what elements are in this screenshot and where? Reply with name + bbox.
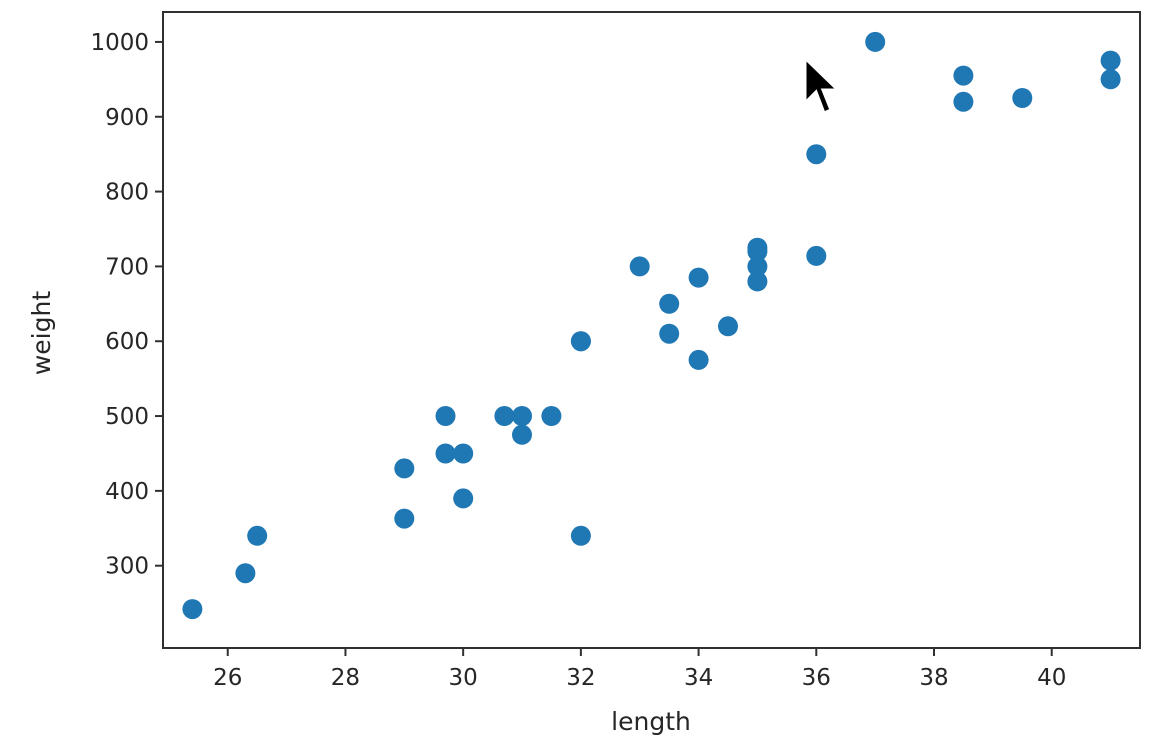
scatter-point-0-32 <box>1100 50 1121 71</box>
scatter-point-0-19 <box>688 349 709 370</box>
scatter-point-0-10 <box>512 424 532 445</box>
scatter-point-0-16 <box>629 256 650 277</box>
scatter-point-0-6 <box>435 406 456 426</box>
scatter-point-0-25 <box>747 241 768 262</box>
y-tick-label-2: 500 <box>105 404 149 430</box>
x-tick-label-0: 26 <box>213 665 242 691</box>
y-axis-label: weight <box>27 291 56 375</box>
data-points <box>182 31 1121 620</box>
y-tick-label-5: 800 <box>105 180 149 206</box>
x-tick-label-7: 40 <box>1037 665 1066 691</box>
scatter-point-0-26 <box>806 245 827 266</box>
scatter-point-0-31 <box>1012 88 1033 108</box>
x-axis-label: length <box>611 707 691 736</box>
scatter-point-0-29 <box>953 91 974 112</box>
y-tick-label-4: 700 <box>105 254 149 280</box>
scatter-point-0-3 <box>394 508 415 529</box>
scatter-point-0-33 <box>1100 69 1121 90</box>
scatter-point-0-5 <box>435 443 456 464</box>
scatter-point-0-9 <box>494 406 515 426</box>
scatter-point-0-27 <box>806 144 827 165</box>
y-axis-ticks: 300 400 500 600 700 800 900 1000 <box>90 30 163 580</box>
scatter-point-0-18 <box>659 293 680 314</box>
scatter-point-0-0 <box>182 599 203 620</box>
scatter-point-0-7 <box>453 488 474 509</box>
plot-area-frame <box>162 11 1141 649</box>
y-tick-label-1: 400 <box>105 479 149 505</box>
x-tick-label-1: 28 <box>331 665 360 691</box>
x-tick-label-3: 32 <box>566 665 595 691</box>
scatter-point-0-28 <box>865 31 886 52</box>
scatter-point-0-13 <box>570 525 591 546</box>
scatter-point-0-12 <box>541 406 562 426</box>
x-tick-label-2: 30 <box>449 665 478 691</box>
scatter-point-0-11 <box>512 406 532 426</box>
x-tick-label-6: 38 <box>919 665 948 691</box>
scatter-point-0-2 <box>247 525 268 546</box>
x-axis-ticks: 26 28 30 32 34 36 38 40 <box>213 648 1066 691</box>
scatter-point-0-20 <box>688 267 709 288</box>
y-tick-label-3: 600 <box>105 329 149 355</box>
y-tick-label-7: 1000 <box>90 30 149 56</box>
scatter-point-0-4 <box>394 458 415 479</box>
scatter-point-0-17 <box>659 323 680 344</box>
x-tick-label-4: 34 <box>684 665 713 691</box>
scatter-point-0-30 <box>953 65 974 86</box>
arrow-cursor-icon <box>803 54 842 115</box>
y-tick-label-6: 900 <box>105 105 149 131</box>
scatter-point-0-1 <box>235 563 256 584</box>
scatter-point-0-22 <box>747 271 768 292</box>
scatter-point-0-23 <box>747 256 768 277</box>
scatter-point-0-8 <box>453 443 474 464</box>
y-tick-label-0: 300 <box>105 554 149 580</box>
scatter-point-0-21 <box>718 316 738 337</box>
x-tick-label-5: 36 <box>802 665 831 691</box>
scatter-point-0-15 <box>570 331 591 352</box>
